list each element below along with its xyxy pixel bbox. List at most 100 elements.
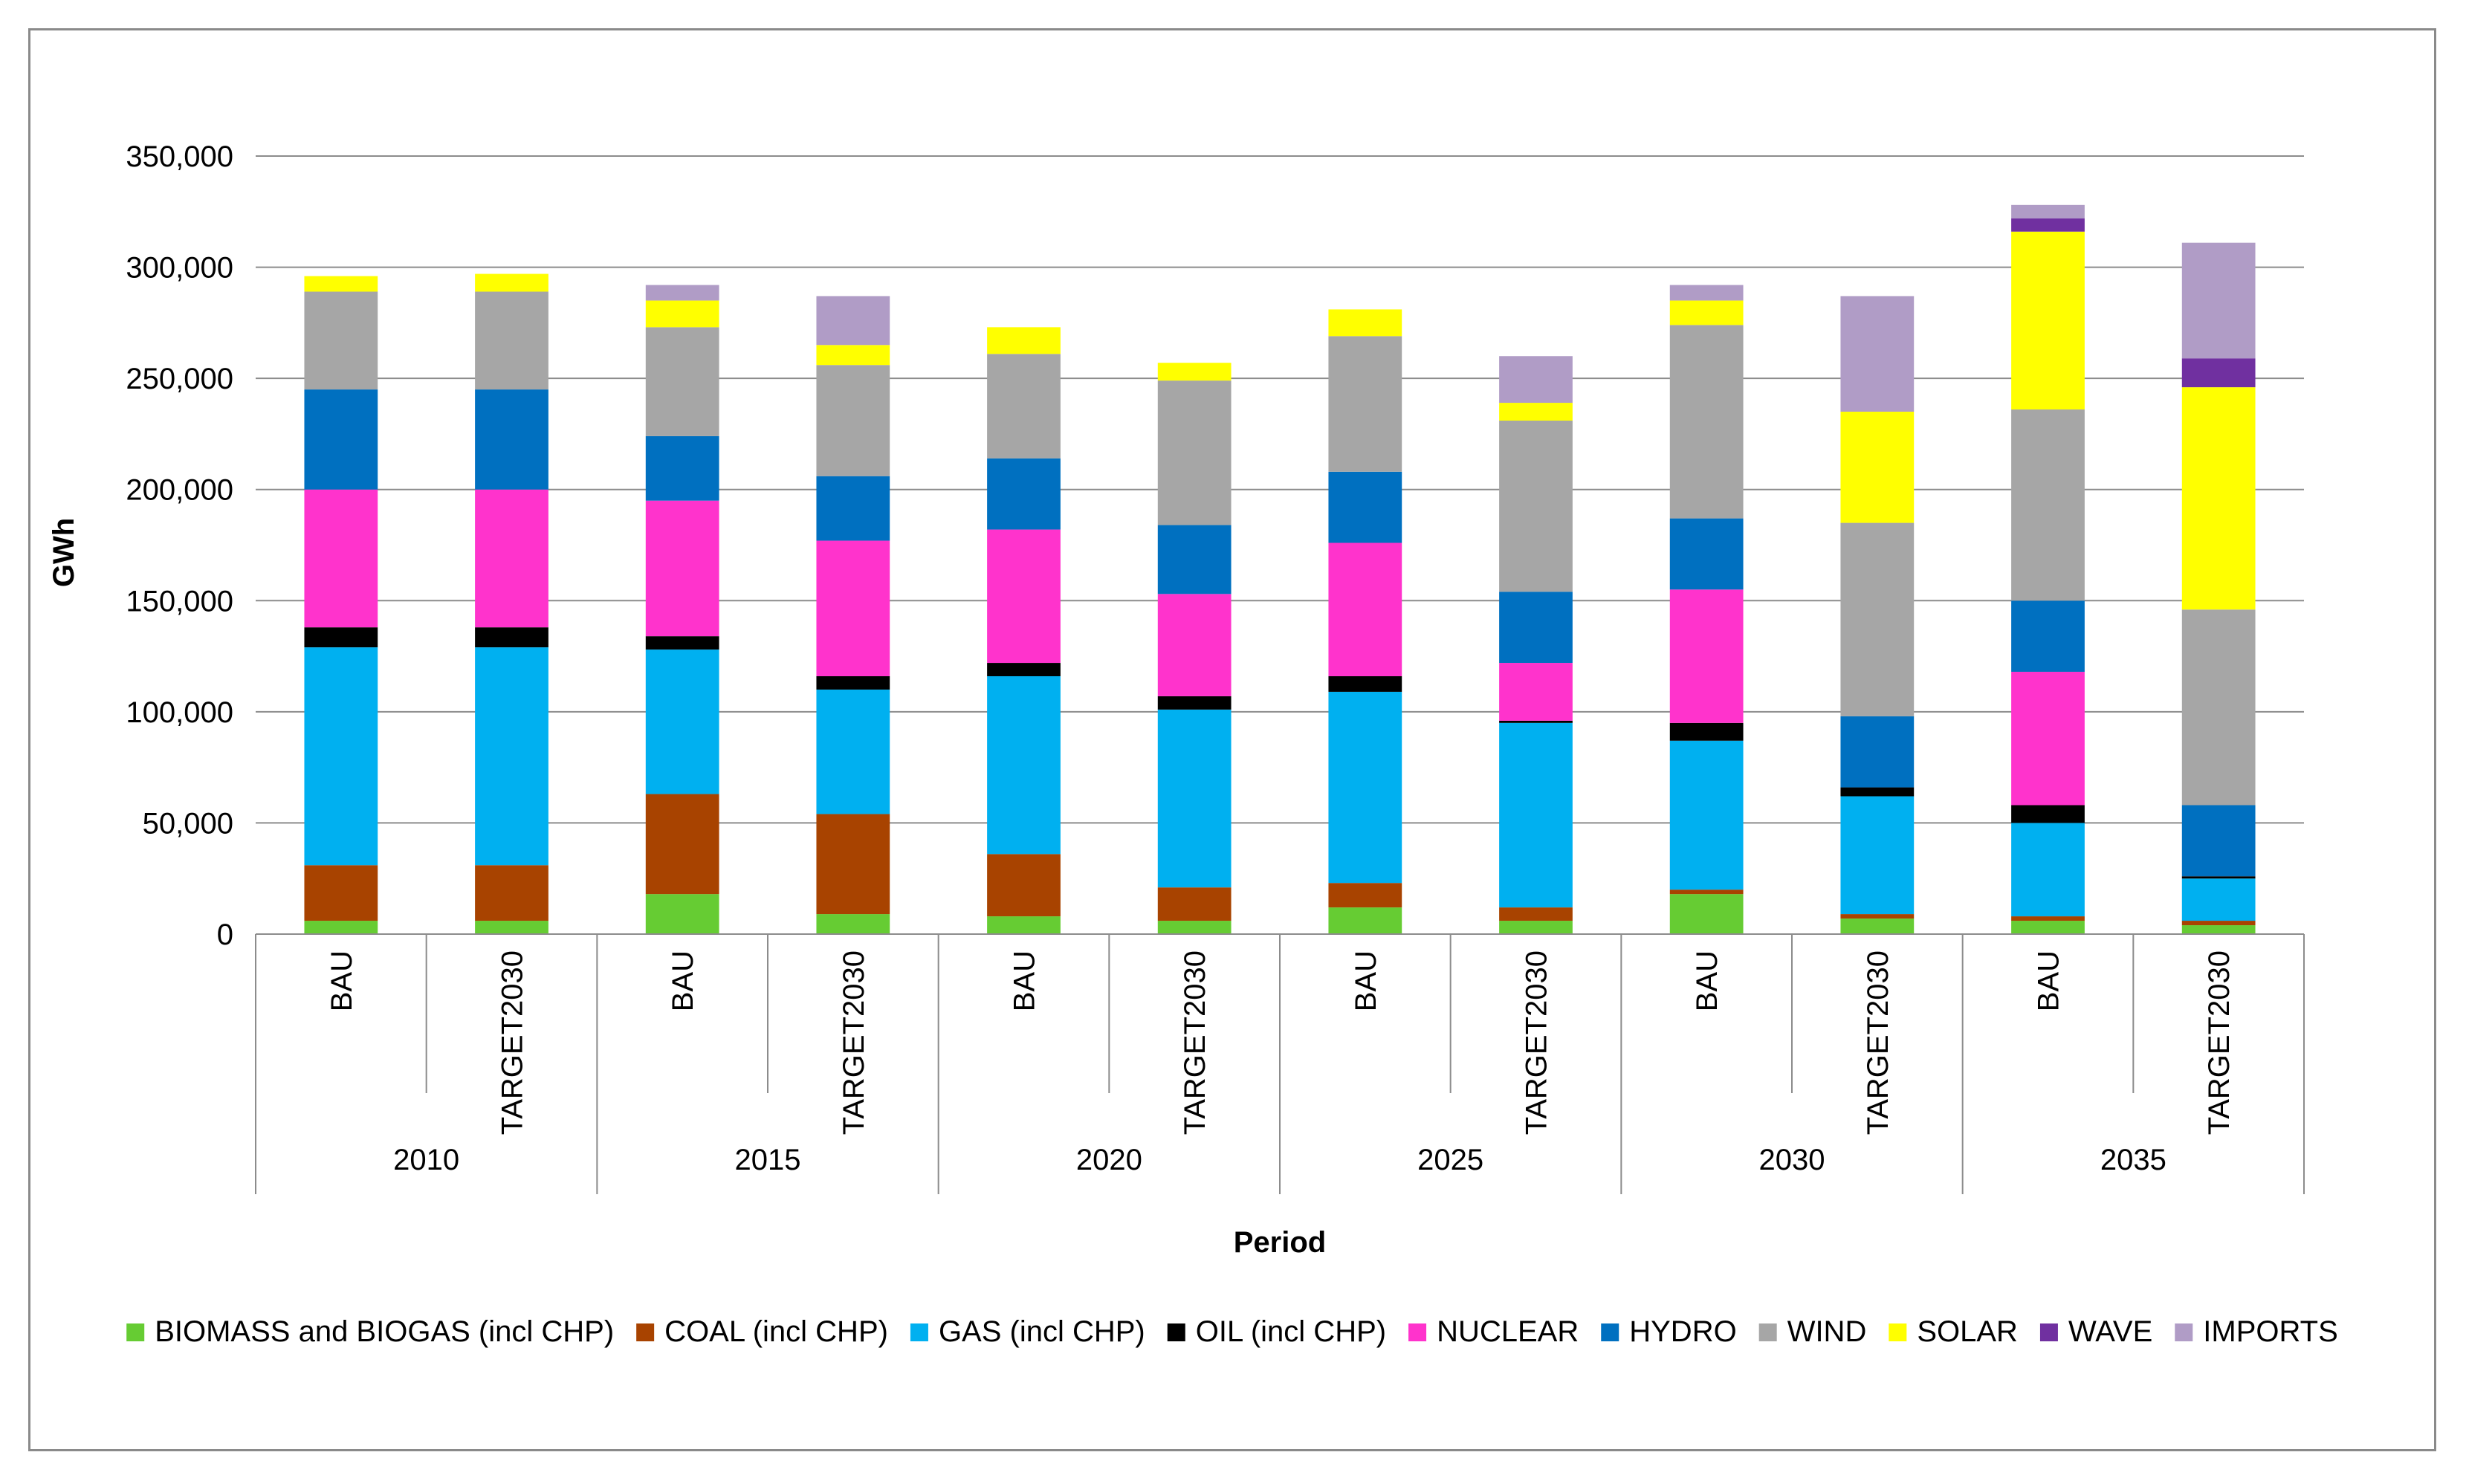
y-tick-label: 250,000 [126, 363, 233, 395]
bar-segment [1669, 890, 1744, 895]
bar-segment [1499, 403, 1573, 421]
bar-segment [475, 389, 548, 490]
bar-segment [2011, 409, 2085, 601]
bar-segment [2011, 231, 2085, 410]
bar-segment [1499, 907, 1573, 921]
y-axis-title: GWh [48, 518, 80, 587]
bar-segment [475, 627, 548, 648]
axes [255, 933, 2305, 1194]
bar-segment [645, 435, 719, 501]
bar-segment [1157, 363, 1232, 381]
bar-segment [1157, 887, 1232, 921]
y-tick-label: 200,000 [126, 474, 233, 507]
bar-segment [1840, 796, 1915, 915]
bar-segment [645, 300, 719, 328]
bar-segment [1157, 594, 1232, 696]
bar-segment [304, 647, 378, 866]
x-category-label: TARGET2030 [2203, 950, 2236, 1135]
bar-segment [987, 916, 1061, 934]
x-group-label: 2020 [1076, 1144, 1142, 1176]
bar-segment [1669, 589, 1744, 723]
bars [304, 204, 2256, 934]
axis-labels: 0 50,000 100,000 150,000 200,000 250,000 300,0… [126, 140, 2236, 1176]
bar-segment [1157, 696, 1232, 710]
bar-segment [1840, 918, 1915, 934]
bar-segment [475, 273, 548, 292]
bar-segment [1328, 883, 1402, 908]
bar-segment [2011, 921, 2085, 934]
legend-label: SOLAR [1917, 1315, 2018, 1348]
bar-segment [2011, 204, 2085, 218]
bar-segment [2181, 876, 2256, 879]
x-category-label: TARGET2030 [838, 950, 870, 1135]
bar-segment [304, 389, 378, 490]
bar-segment [1157, 525, 1232, 594]
bar-segment [987, 327, 1061, 354]
y-tick-label: 150,000 [126, 585, 233, 618]
bar-segment [475, 921, 548, 934]
bar-segment [645, 285, 719, 301]
x-category-label: BAU [326, 950, 358, 1011]
bar-segment [1499, 420, 1573, 592]
x-group-label: 2015 [735, 1144, 801, 1176]
legend-label: HYDRO [1629, 1315, 1736, 1348]
bar-segment [2181, 925, 2256, 934]
bar-segment [645, 636, 719, 650]
legend-label: GAS (incl CHP) [939, 1315, 1145, 1348]
legend: BIOMASS and BIOGAS (incl CHP) COAL (incl … [126, 1315, 2338, 1348]
x-category-label: TARGET2030 [496, 950, 529, 1135]
bar-segment [2181, 358, 2256, 388]
bar-segment [1499, 356, 1573, 404]
bar-segment [1669, 722, 1744, 741]
bar-segment [816, 914, 890, 934]
legend-item: WAVE [2039, 1315, 2152, 1348]
legend-label: BIOMASS and BIOGAS (incl CHP) [155, 1315, 614, 1348]
y-tick-label: 350,000 [126, 140, 233, 173]
bar-segment [645, 327, 719, 436]
bar-segment [2011, 916, 2085, 921]
bar-segment [987, 354, 1061, 459]
y-tick-label: 300,000 [126, 252, 233, 285]
legend-swatch [2175, 1323, 2193, 1341]
legend-item: GAS (incl CHP) [910, 1315, 1145, 1348]
bar-segment [816, 296, 890, 346]
bar-segment [1328, 675, 1402, 692]
bar-segment [987, 458, 1061, 530]
bar-segment [987, 529, 1061, 664]
bar-segment [1669, 894, 1744, 934]
bar-segment [816, 476, 890, 541]
bar-segment [1328, 542, 1402, 676]
bar-segment [1328, 907, 1402, 934]
bar-segment [645, 649, 719, 794]
bar-segment [2011, 805, 2085, 823]
x-axis-title: Period [1234, 1226, 1326, 1259]
x-group-label: 2035 [2100, 1144, 2166, 1176]
bar-segment [1499, 720, 1573, 723]
x-category-label: TARGET2030 [1862, 950, 1894, 1135]
x-category-label: BAU [667, 950, 699, 1011]
legend-swatch [2039, 1323, 2058, 1341]
bar-segment [2011, 600, 2085, 673]
bar-segment [304, 865, 378, 921]
bar-segment [1328, 471, 1402, 543]
bar-segment [475, 291, 548, 390]
legend-item: OIL (incl CHP) [1167, 1315, 1386, 1348]
bar-segment [816, 540, 890, 676]
bar-segment [1840, 914, 1915, 919]
gridlines [256, 155, 2304, 824]
bar-segment [2011, 218, 2085, 232]
bar-segment [816, 689, 890, 814]
bar-segment [2011, 823, 2085, 917]
x-category-label: TARGET2030 [1521, 950, 1553, 1135]
bar-segment [987, 854, 1061, 917]
bar-segment [1499, 592, 1573, 664]
bar-segment [475, 647, 548, 866]
bar-segment [2181, 921, 2256, 926]
bar-segment [816, 365, 890, 476]
legend-label: WAVE [2068, 1315, 2152, 1348]
x-category-label: BAU [1009, 950, 1041, 1011]
legend-swatch [910, 1323, 928, 1341]
legend-item: SOLAR [1889, 1315, 2018, 1348]
bar-segment [1669, 518, 1744, 590]
legend-swatch [126, 1323, 145, 1341]
